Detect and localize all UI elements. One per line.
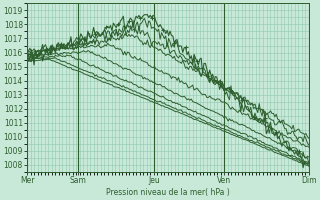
X-axis label: Pression niveau de la mer( hPa ): Pression niveau de la mer( hPa ) [106,188,230,197]
